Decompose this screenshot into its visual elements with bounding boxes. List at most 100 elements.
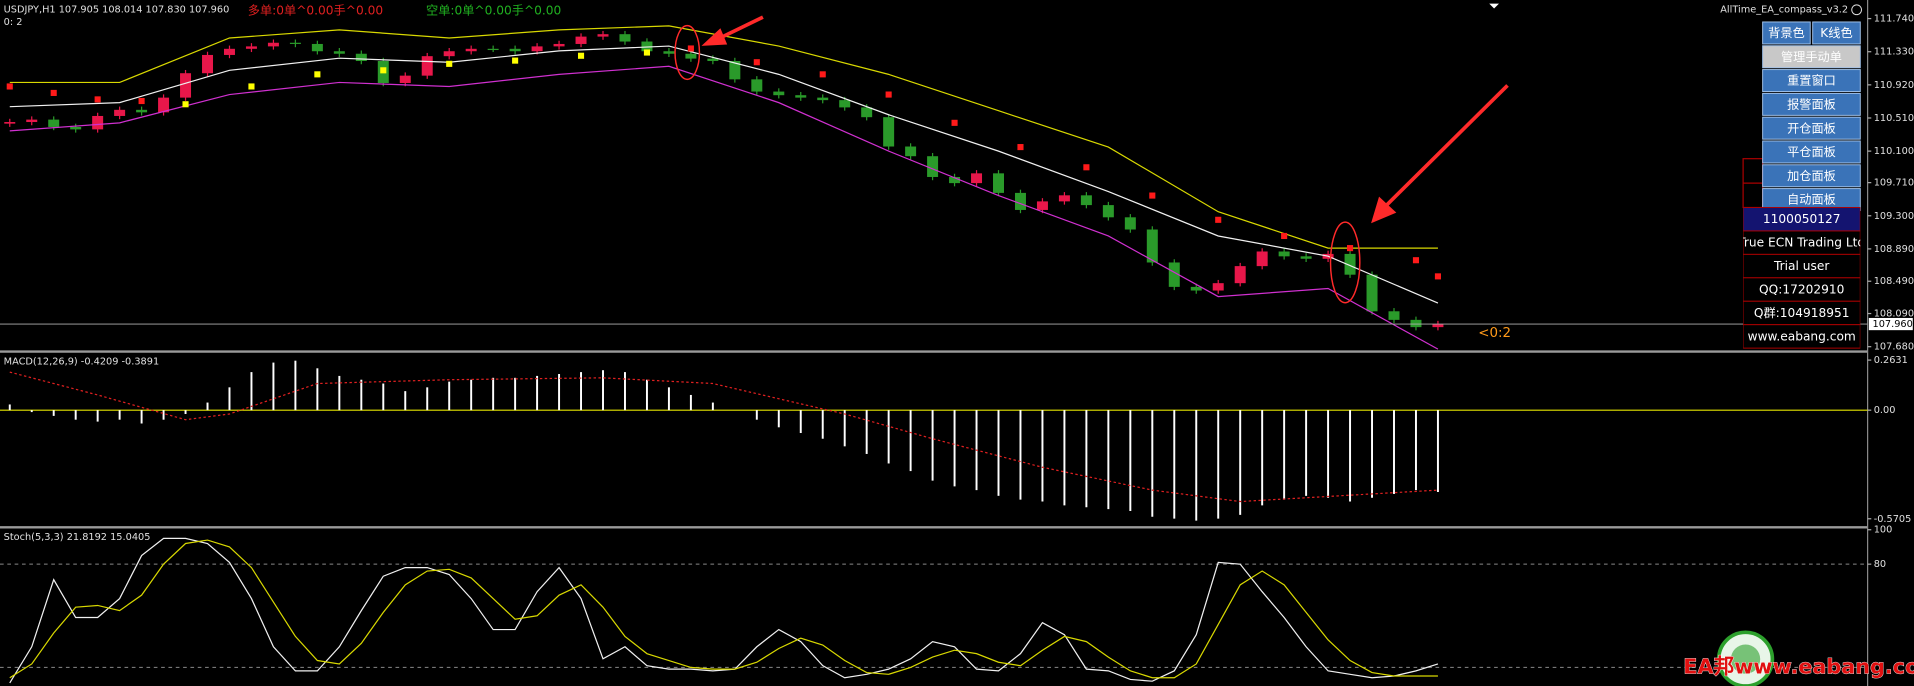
ea-name: AllTime_EA_compass_v3.2: [1720, 5, 1848, 16]
candle-body: [685, 53, 697, 59]
indicator-dot: [314, 71, 321, 78]
panel-button-label[interactable]: 开仓面板: [1787, 121, 1836, 135]
info-text: Trial user: [1773, 259, 1830, 273]
panel-button-label[interactable]: 背景色: [1768, 26, 1805, 40]
panel-button-label[interactable]: 平仓面板: [1787, 145, 1836, 159]
candle-body: [1190, 286, 1202, 291]
candle-body: [399, 75, 411, 83]
candle-body: [158, 97, 170, 113]
indicator-dot: [1017, 144, 1024, 151]
panel-button[interactable]: [1762, 140, 1861, 164]
y-tick-label: 110.920: [1874, 80, 1914, 91]
candle-body: [1388, 311, 1400, 320]
panel-button[interactable]: [1812, 21, 1861, 45]
panel-button-label[interactable]: 管理手动单: [1781, 49, 1842, 64]
highlight-ellipse: [674, 24, 701, 81]
last-price-box: [1868, 317, 1913, 331]
panel-button[interactable]: [1762, 69, 1861, 93]
y-tick-label: 108.090: [1874, 309, 1914, 320]
panel-button[interactable]: [1762, 45, 1861, 69]
stoch-line: [9, 537, 1439, 684]
last-price-label: 107.960: [1872, 319, 1912, 330]
candle-body: [1014, 192, 1026, 210]
candle-body: [597, 34, 609, 37]
indicator-dot: [512, 57, 519, 64]
candle-body: [1168, 262, 1180, 287]
candle-body: [795, 95, 807, 98]
y-tick-label: 0.2631: [1874, 355, 1908, 366]
candle-body: [311, 43, 323, 52]
candle-body: [1300, 256, 1312, 259]
account-info: 1100050127 True ECN Trading Ltd Trial user…: [1737, 207, 1865, 349]
signal-line: [9, 371, 1438, 503]
candle-body: [839, 100, 851, 108]
panel-button-label[interactable]: K线色: [1820, 26, 1852, 40]
panel-button[interactable]: [1762, 164, 1861, 188]
candle-body: [1058, 195, 1070, 202]
candle-body: [355, 53, 367, 62]
candle-body: [751, 79, 763, 92]
candle-body: [70, 126, 82, 130]
indicator-dot: [1281, 232, 1288, 240]
watermark-logo-inner: [1730, 644, 1761, 674]
candle-body: [619, 34, 631, 42]
macd-title: MACD(12,26,9) -0.4209 -0.3891: [4, 356, 160, 367]
indicator-dot: [1347, 245, 1354, 252]
y-tick-label: 80: [1874, 559, 1886, 570]
order-marker: <0:2: [1478, 326, 1511, 341]
indicator-dot: [577, 52, 585, 59]
arrow-head: [701, 28, 728, 46]
candle-body: [883, 117, 895, 147]
candle-body: [443, 51, 455, 57]
candle-body: [773, 91, 785, 96]
watermark: EA邦www.eabang.com: [1683, 630, 1914, 686]
arrow: [1385, 84, 1509, 207]
panel-button[interactable]: [1762, 92, 1861, 116]
arrow: [719, 15, 764, 40]
candle-body: [487, 48, 499, 51]
candle-body: [707, 58, 719, 62]
candle-body: [1080, 195, 1092, 206]
panel-button[interactable]: [1762, 116, 1861, 140]
indicator-dot: [248, 83, 255, 90]
smiley-icon: [1851, 4, 1862, 16]
watermark-text: EA邦www.eabang.com: [1683, 655, 1914, 679]
candle-body: [927, 156, 939, 177]
y-tick-label: 109.710: [1874, 178, 1914, 189]
indicator-dot: [446, 60, 453, 67]
ea-panel: 背景色 K线色管理手动单重置窗口报警面板开仓面板平仓面板加仓面板自动面板11000…: [1737, 21, 1865, 349]
indicator-dot: [1083, 164, 1090, 171]
candle-body: [905, 146, 917, 157]
info-text: True ECN Trading Ltd: [1737, 236, 1865, 250]
panel-button-label[interactable]: 重置窗口: [1787, 74, 1836, 88]
band-line: [9, 65, 1439, 350]
panel-button-label[interactable]: 报警面板: [1787, 96, 1836, 111]
stoch-line: [9, 539, 1438, 679]
candle-body: [531, 46, 543, 52]
candle-body: [180, 73, 192, 98]
annotations: [674, 15, 1509, 304]
short-orders: 空单:0单^0.00手^0.00: [426, 3, 561, 17]
y-tick-label: 107.680: [1874, 342, 1914, 353]
panel-button-label[interactable]: 加仓面板: [1787, 169, 1836, 183]
indicator-dot: [643, 49, 651, 56]
candle-body: [1410, 319, 1422, 328]
y-tick-label: -0.5705: [1874, 514, 1912, 525]
candle-body: [1146, 229, 1158, 263]
indicator-dot: [753, 59, 760, 66]
candle-body: [333, 51, 345, 54]
candle-body: [971, 173, 983, 184]
arrow-head: [1371, 196, 1397, 224]
candle-body: [1124, 217, 1136, 230]
panel-button-label[interactable]: 自动面板: [1787, 193, 1836, 207]
panel-button[interactable]: [1762, 21, 1811, 45]
indicator-dot: [380, 67, 387, 74]
candle-body: [1102, 205, 1114, 218]
y-tick-label: 110.100: [1874, 146, 1914, 157]
y-tick-label: 108.890: [1874, 244, 1914, 255]
info-text: QQ:17202910: [1759, 283, 1844, 297]
candle-body: [1036, 201, 1048, 210]
candle-body: [421, 56, 433, 76]
